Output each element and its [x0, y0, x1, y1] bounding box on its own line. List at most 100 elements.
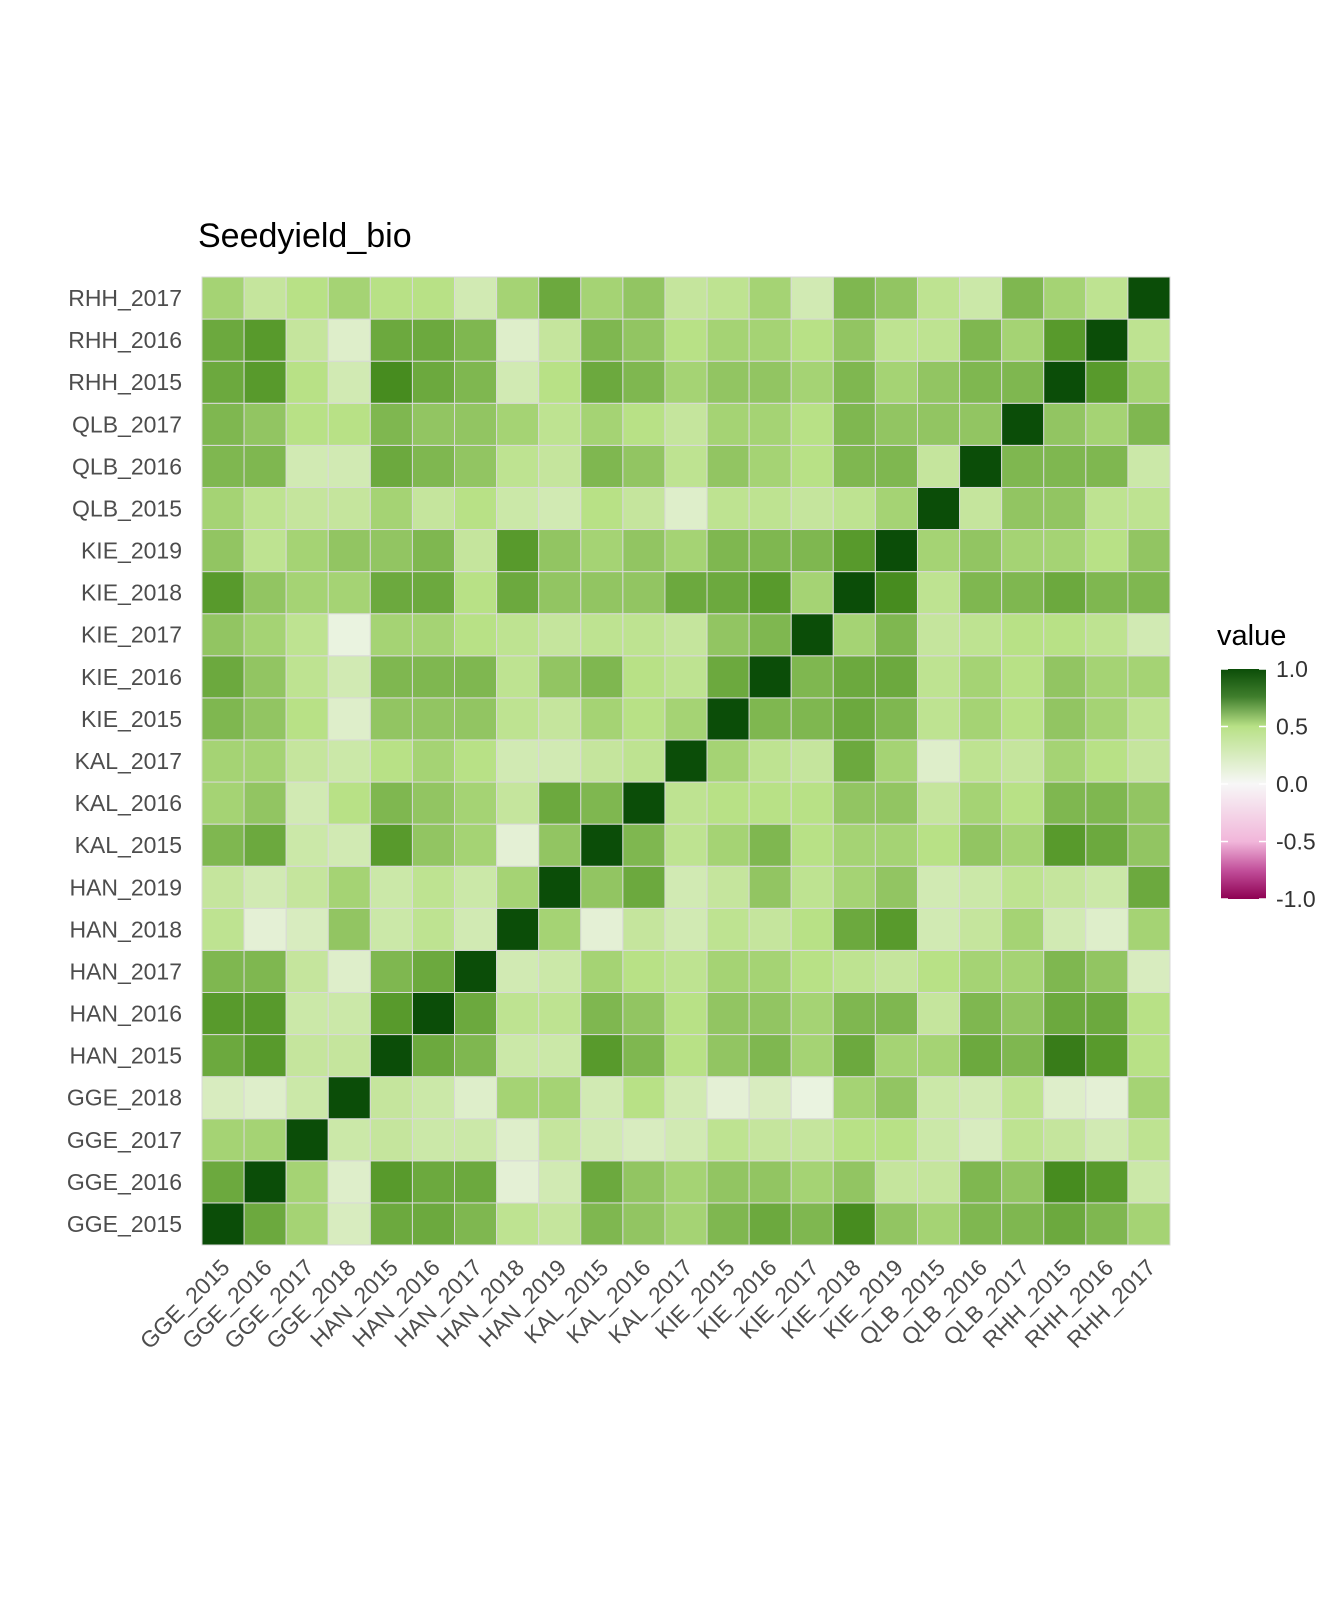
heatmap-cell-GGE_2018-KIE_2015 — [706, 1076, 750, 1120]
y-tick-label: KIE_2017 — [81, 622, 182, 648]
heatmap-cell-RHH_2017-GGE_2015 — [201, 276, 245, 320]
heatmap-cell-GGE_2018-HAN_2017 — [454, 1076, 498, 1120]
heatmap-cell-KAL_2016-KAL_2017 — [664, 781, 708, 825]
heatmap-cell-KAL_2017-KIE_2016 — [748, 739, 792, 783]
heatmap-cell-KIE_2019-QLB_2016 — [959, 529, 1003, 573]
heatmap-cell-KAL_2015-GGE_2015 — [201, 823, 245, 867]
heatmap-cell-HAN_2018-KIE_2017 — [790, 907, 834, 951]
heatmap-cell-KIE_2016-HAN_2017 — [454, 655, 498, 699]
heatmap-cell-RHH_2016-RHH_2015 — [1043, 318, 1087, 362]
y-tick-label: KAL_2016 — [75, 790, 182, 816]
heatmap-cell-KIE_2016-KAL_2016 — [622, 655, 666, 699]
heatmap-cell-RHH_2016-GGE_2016 — [243, 318, 287, 362]
heatmap-cell-HAN_2018-QLB_2015 — [916, 907, 961, 951]
heatmap-cell-KIE_2015-QLB_2015 — [916, 697, 961, 741]
heatmap-cell-GGE_2016-QLB_2016 — [959, 1160, 1003, 1204]
heatmap-cell-KIE_2018-HAN_2016 — [411, 571, 456, 615]
heatmap-cell-GGE_2016-KAL_2017 — [664, 1160, 708, 1204]
heatmap-cell-HAN_2016-HAN_2016 — [411, 991, 456, 1036]
y-tick-label: KAL_2017 — [75, 748, 182, 774]
heatmap-cell-QLB_2016-QLB_2015 — [916, 444, 961, 488]
heatmap-cell-RHH_2016-HAN_2016 — [411, 318, 456, 362]
heatmap-cell-HAN_2019-HAN_2017 — [454, 865, 498, 909]
heatmap-cell-HAN_2018-RHH_2016 — [1085, 907, 1129, 951]
heatmap-cell-GGE_2016-RHH_2015 — [1043, 1160, 1087, 1204]
heatmap-cell-HAN_2019-QLB_2015 — [916, 865, 961, 909]
heatmap-cell-KIE_2017-QLB_2016 — [959, 613, 1003, 657]
heatmap-cell-KIE_2016-RHH_2016 — [1085, 655, 1129, 699]
heatmap-cell-HAN_2015-KAL_2016 — [622, 1034, 666, 1078]
heatmap-cell-KAL_2015-HAN_2019 — [538, 823, 582, 867]
y-tick-label: QLB_2015 — [72, 495, 182, 521]
heatmap-cell-HAN_2016-KIE_2018 — [832, 991, 876, 1036]
y-tick-label: RHH_2016 — [68, 327, 182, 353]
heatmap-cell-RHH_2017-KIE_2018 — [832, 276, 876, 320]
heatmap-cell-GGE_2017-HAN_2018 — [496, 1118, 540, 1162]
heatmap-cell-HAN_2016-RHH_2017 — [1127, 991, 1171, 1036]
legend-tick-label: 0.5 — [1276, 714, 1308, 740]
heatmap-cell-HAN_2019-HAN_2018 — [496, 865, 540, 909]
heatmap-cell-KIE_2017-KAL_2017 — [664, 613, 708, 657]
heatmap-cell-HAN_2018-GGE_2016 — [243, 907, 287, 951]
heatmap-cell-RHH_2017-GGE_2017 — [285, 276, 329, 320]
heatmap-cell-KAL_2015-GGE_2016 — [243, 823, 287, 867]
heatmap-tiles — [201, 276, 1171, 1246]
heatmap-cell-GGE_2017-KIE_2017 — [790, 1118, 834, 1162]
heatmap-cell-GGE_2016-HAN_2015 — [369, 1160, 413, 1204]
heatmap-cell-RHH_2015-RHH_2015 — [1043, 360, 1087, 404]
heatmap-cell-KAL_2015-KAL_2015 — [580, 823, 624, 867]
heatmap-cell-GGE_2016-KAL_2015 — [580, 1160, 624, 1204]
heatmap-cell-HAN_2018-HAN_2015 — [369, 907, 413, 951]
heatmap-cell-QLB_2016-QLB_2016 — [959, 444, 1003, 488]
heatmap-cell-KAL_2017-QLB_2017 — [1001, 739, 1045, 783]
heatmap-cell-HAN_2018-HAN_2018 — [496, 907, 540, 951]
heatmap-cell-GGE_2015-HAN_2016 — [411, 1202, 456, 1246]
heatmap-cell-GGE_2015-KAL_2017 — [664, 1202, 708, 1246]
heatmap-cell-RHH_2015-HAN_2017 — [454, 360, 498, 404]
heatmap-cell-GGE_2017-KIE_2018 — [832, 1118, 876, 1162]
heatmap-cell-KAL_2017-HAN_2017 — [454, 739, 498, 783]
heatmap-cell-KIE_2017-HAN_2015 — [369, 613, 413, 657]
heatmap-cell-GGE_2016-GGE_2017 — [285, 1160, 329, 1204]
heatmap-cell-GGE_2018-KIE_2018 — [832, 1076, 876, 1120]
heatmap-cell-KAL_2015-KIE_2015 — [706, 823, 750, 867]
heatmap-cell-QLB_2016-GGE_2018 — [327, 444, 371, 488]
heatmap-cell-KIE_2016-KIE_2017 — [790, 655, 834, 699]
heatmap-cell-RHH_2016-KIE_2018 — [832, 318, 876, 362]
heatmap-cell-HAN_2019-RHH_2016 — [1085, 865, 1129, 909]
heatmap-cell-GGE_2018-RHH_2016 — [1085, 1076, 1129, 1120]
heatmap-cell-QLB_2017-QLB_2016 — [959, 402, 1003, 446]
heatmap-cell-RHH_2017-KIE_2017 — [790, 276, 834, 320]
heatmap-cell-HAN_2019-KAL_2015 — [580, 865, 624, 909]
heatmap-cell-RHH_2015-KAL_2015 — [580, 360, 624, 404]
heatmap-cell-QLB_2016-GGE_2015 — [201, 444, 245, 488]
heatmap-cell-KIE_2016-KAL_2017 — [664, 655, 708, 699]
heatmap-cell-KIE_2019-KIE_2017 — [790, 529, 834, 573]
heatmap-cell-KAL_2017-GGE_2016 — [243, 739, 287, 783]
heatmap-cell-GGE_2017-QLB_2015 — [916, 1118, 961, 1162]
heatmap-cell-KIE_2017-GGE_2018 — [327, 613, 371, 657]
y-tick-label: RHH_2017 — [68, 285, 182, 311]
heatmap-cell-KIE_2018-KIE_2015 — [706, 571, 750, 615]
heatmap-cell-KAL_2015-RHH_2017 — [1127, 823, 1171, 867]
heatmap-cell-QLB_2016-RHH_2017 — [1127, 444, 1171, 488]
heatmap-cell-KAL_2016-HAN_2015 — [369, 781, 413, 825]
heatmap-cell-KIE_2017-KIE_2019 — [874, 613, 918, 657]
heatmap-cell-GGE_2017-GGE_2017 — [285, 1118, 329, 1162]
heatmap-cell-QLB_2015-HAN_2018 — [496, 486, 540, 531]
heatmap-cell-KIE_2015-HAN_2017 — [454, 697, 498, 741]
heatmap-cell-GGE_2015-RHH_2015 — [1043, 1202, 1087, 1246]
heatmap-cell-HAN_2015-KIE_2015 — [706, 1034, 750, 1078]
heatmap-cell-HAN_2019-HAN_2019 — [538, 865, 582, 909]
heatmap-cell-RHH_2016-KAL_2016 — [622, 318, 666, 362]
heatmap-cell-KIE_2015-RHH_2015 — [1043, 697, 1087, 741]
heatmap-cell-GGE_2017-QLB_2017 — [1001, 1118, 1045, 1162]
heatmap-cell-KAL_2015-KAL_2017 — [664, 823, 708, 867]
heatmap-cell-KIE_2016-GGE_2016 — [243, 655, 287, 699]
heatmap-cell-KIE_2018-HAN_2015 — [369, 571, 413, 615]
heatmap-cell-KAL_2016-KIE_2019 — [874, 781, 918, 825]
y-tick-label: GGE_2015 — [67, 1211, 182, 1237]
heatmap-cell-HAN_2015-HAN_2015 — [369, 1034, 413, 1078]
heatmap-cell-KAL_2017-RHH_2016 — [1085, 739, 1129, 783]
heatmap-cell-GGE_2017-KAL_2015 — [580, 1118, 624, 1162]
